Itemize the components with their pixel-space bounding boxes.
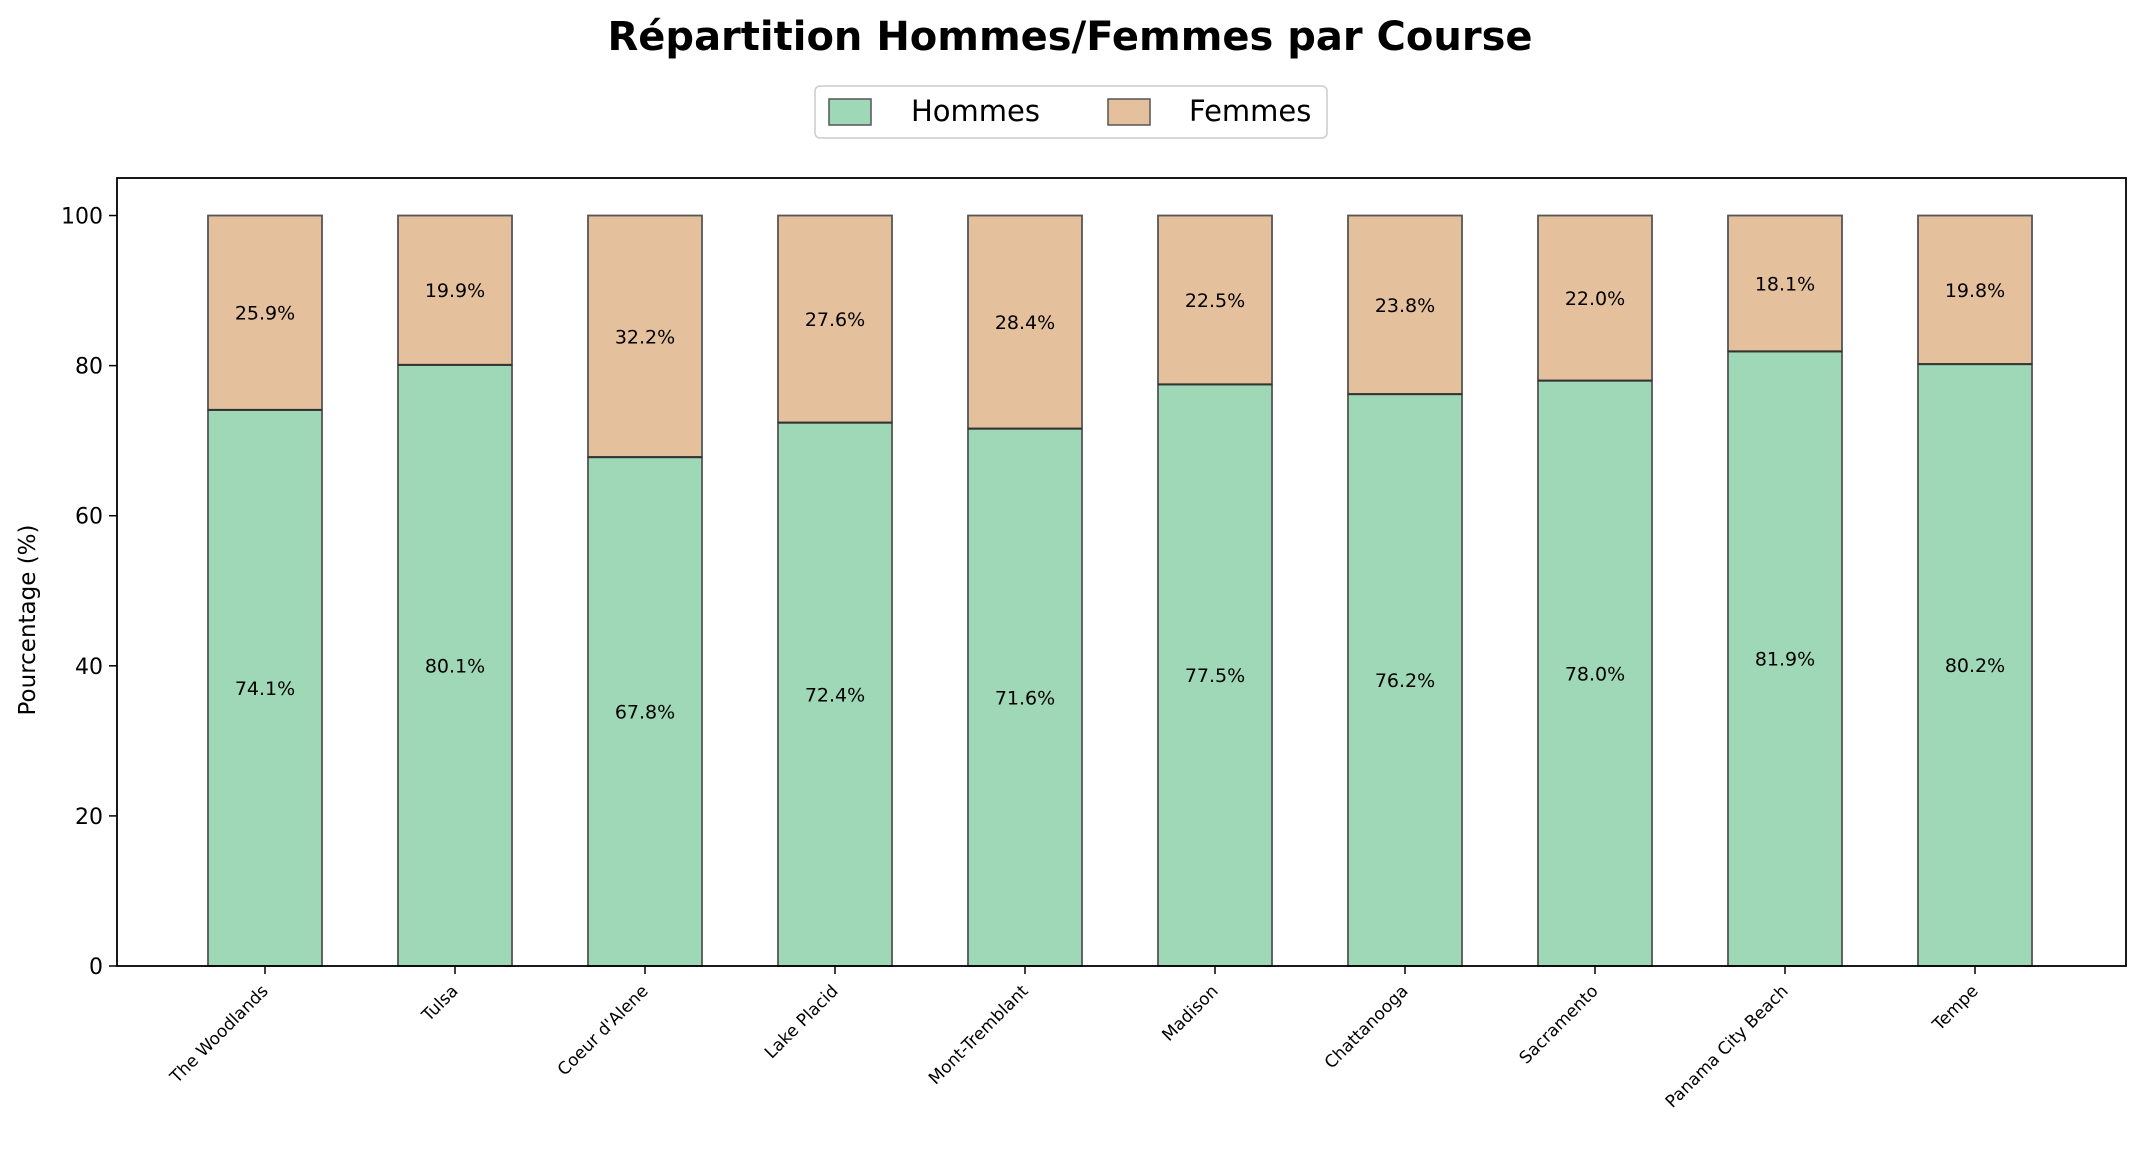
legend-frame xyxy=(814,85,1328,139)
bar-femmes-segment xyxy=(1537,214,1653,382)
bar-hommes-segment xyxy=(1347,393,1463,967)
data-label-femmes: 19.9% xyxy=(425,280,485,302)
y-tick-label: 100 xyxy=(61,205,103,230)
data-label-hommes: 77.5% xyxy=(1185,665,1245,687)
data-label-femmes: 32.2% xyxy=(615,326,675,348)
x-tick-label: Panama City Beach xyxy=(1662,981,1793,1112)
data-label-femmes: 22.0% xyxy=(1565,288,1625,310)
data-label-femmes: 27.6% xyxy=(805,309,865,331)
data-label-hommes: 81.9% xyxy=(1755,649,1815,671)
bar-hommes-segment xyxy=(1537,379,1653,967)
data-label-hommes: 80.2% xyxy=(1945,655,2005,677)
x-tick-label: Mont-Tremblant xyxy=(925,981,1033,1089)
data-label-hommes: 78.0% xyxy=(1565,663,1625,685)
bar-hommes-segment xyxy=(1727,350,1843,967)
data-label-femmes: 19.8% xyxy=(1945,280,2005,302)
bar-hommes-segment xyxy=(207,408,323,967)
bars-group: 74.1% 25.9% 80.1% 19.9% 67.8% 32.2% 72.4% 27.6%… xyxy=(207,214,2033,967)
data-label-hommes: 76.2% xyxy=(1375,670,1435,692)
y-tick-label: 80 xyxy=(75,355,103,380)
data-label-femmes: 22.5% xyxy=(1185,290,1245,312)
x-tick-label: The Woodlands xyxy=(166,981,273,1088)
y-axis: 0 20 40 60 80 100 xyxy=(61,205,117,980)
y-tick-label: 40 xyxy=(75,655,103,680)
legend-swatch-hommes xyxy=(828,98,872,126)
data-label-hommes: 71.6% xyxy=(995,687,1055,709)
legend-label-hommes: Hommes xyxy=(911,94,1040,128)
data-label-hommes: 80.1% xyxy=(425,655,485,677)
bar-femmes-segment xyxy=(1157,214,1273,386)
bar-hommes-segment xyxy=(1917,363,2033,967)
y-axis-label: Pourcentage (%) xyxy=(15,525,41,716)
data-label-hommes: 67.8% xyxy=(615,702,675,724)
x-axis: The Woodlands Tulsa Coeur d'Alene Lake Plac… xyxy=(166,966,1983,1112)
y-tick-label: 60 xyxy=(75,505,103,530)
x-tick-label: Tempe xyxy=(1928,981,1982,1035)
x-tick-label: Chattanooga xyxy=(1321,981,1413,1073)
bar-femmes-segment xyxy=(587,214,703,459)
bar-femmes-segment xyxy=(777,214,893,424)
y-tick-label: 0 xyxy=(89,955,103,980)
bar-hommes-segment xyxy=(777,421,893,967)
data-label-femmes: 28.4% xyxy=(995,312,1055,334)
x-tick-label: Lake Placid xyxy=(761,981,842,1062)
x-tick-label: Coeur d'Alene xyxy=(554,981,653,1080)
plot-frame xyxy=(116,177,2127,967)
data-label-hommes: 74.1% xyxy=(235,678,295,700)
legend-label-femmes: Femmes xyxy=(1189,94,1311,128)
legend: Hommes Femmes xyxy=(814,85,1328,139)
chart-title: Répartition Hommes/Femmes par Course xyxy=(608,14,1533,60)
bar-hommes-segment xyxy=(1157,383,1273,967)
x-tick-label: Tulsa xyxy=(418,981,463,1026)
y-tick-label: 20 xyxy=(75,805,103,830)
x-tick-label: Sacramento xyxy=(1516,981,1603,1068)
bar-hommes-segment xyxy=(587,456,703,967)
data-label-femmes: 25.9% xyxy=(235,303,295,325)
bar-femmes-segment xyxy=(397,214,513,366)
data-label-hommes: 72.4% xyxy=(805,684,865,706)
bar-femmes-segment xyxy=(1347,214,1463,396)
x-tick-label: Madison xyxy=(1158,981,1222,1045)
data-label-femmes: 18.1% xyxy=(1755,273,1815,295)
data-label-femmes: 23.8% xyxy=(1375,295,1435,317)
bar-hommes-segment xyxy=(967,427,1083,967)
legend-swatch-femmes xyxy=(1107,98,1151,126)
bar-femmes-segment xyxy=(967,214,1083,430)
